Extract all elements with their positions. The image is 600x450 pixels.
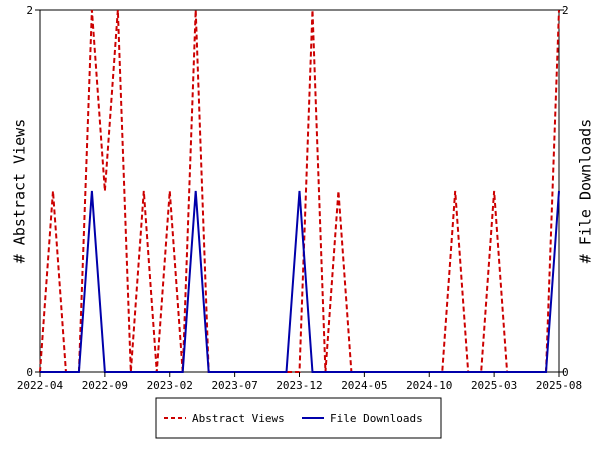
y-axis-ticks: 0 0 2 2 [26,4,568,379]
y-axis-left-title: # Abstract Views [11,119,29,264]
legend: Abstract Views File Downloads [155,397,442,439]
x-tick-label: 2023-02 [147,379,193,392]
x-axis-ticks: 2022-04 2022-09 2023-02 2023-07 2023-12 2024-… [17,372,582,392]
x-tick-label: 2023-07 [211,379,257,392]
x-tick-label: 2025-08 [536,379,582,392]
y-tick-label-left: 0 [26,366,33,379]
y-tick-label-right: 2 [562,4,569,17]
x-tick-label: 2024-05 [341,379,387,392]
x-tick-label: 2025-03 [471,379,517,392]
x-tick-label: 2024-10 [406,379,452,392]
legend-label-file-downloads: File Downloads [330,412,423,425]
series-line-file-downloads [40,190,560,373]
x-tick-label: 2022-09 [82,379,128,392]
x-tick-label: 2022-04 [17,379,64,392]
x-tick-label: 2023-12 [276,379,322,392]
y-tick-label-right: 0 [562,366,569,379]
legend-box [155,397,442,439]
y-tick-label-left: 2 [26,4,33,17]
legend-label-abstract-views: Abstract Views [192,412,285,425]
y-axis-right-title: # File Downloads [577,119,595,264]
